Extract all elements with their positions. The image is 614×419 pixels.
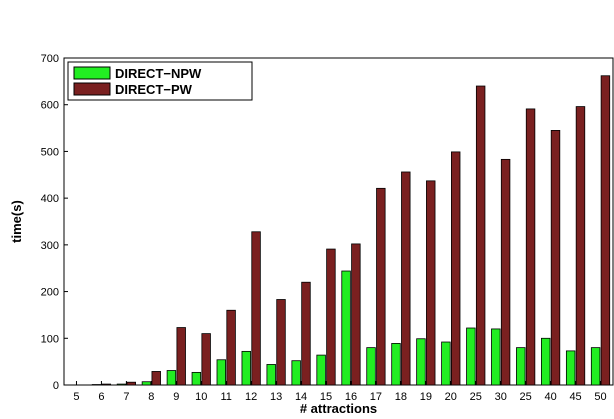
bar-npw-10 [317, 355, 326, 385]
x-tick-label: 40 [544, 391, 556, 403]
x-tick-label: 25 [520, 391, 532, 403]
bar-npw-7 [242, 351, 251, 385]
x-tick-label: 8 [148, 391, 154, 403]
x-tick-label: 11 [220, 391, 231, 403]
bar-pw-14 [426, 181, 435, 385]
bar-npw-17 [492, 329, 501, 385]
bar-pw-4 [177, 328, 186, 385]
bar-pw-16 [476, 86, 485, 385]
bar-npw-5 [192, 372, 201, 385]
y-tick-label: 200 [41, 287, 59, 299]
x-tick-label: 7 [123, 391, 129, 403]
bar-pw-5 [202, 334, 211, 385]
bar-pw-11 [352, 244, 361, 385]
x-tick-label: 9 [173, 391, 179, 403]
bar-pw-7 [252, 232, 261, 385]
y-tick-label: 500 [41, 146, 59, 158]
legend-label-pw: DIRECT−PW [115, 82, 193, 97]
bar-npw-19 [541, 338, 550, 385]
bar-npw-8 [267, 364, 276, 385]
bar-pw-6 [227, 310, 236, 385]
bar-pw-9 [302, 282, 311, 385]
bar-npw-9 [292, 361, 301, 385]
bar-pw-19 [551, 130, 560, 385]
x-tick-label: 45 [569, 391, 581, 403]
x-axis-title: # attractions [300, 401, 377, 416]
bar-npw-2 [117, 384, 126, 385]
y-tick-label: 600 [41, 100, 59, 112]
bar-pw-12 [377, 188, 386, 385]
bar-npw-14 [417, 339, 426, 385]
x-tick-label: 30 [495, 391, 507, 403]
legend: DIRECT−NPW DIRECT−PW [68, 62, 252, 100]
bar-pw-2 [127, 382, 136, 385]
bar-npw-20 [566, 351, 575, 385]
bar-npw-3 [142, 382, 151, 385]
legend-swatch-npw [74, 67, 110, 79]
bar-pw-17 [501, 159, 510, 385]
legend-label-npw: DIRECT−NPW [115, 66, 202, 81]
x-tick-label: 50 [594, 391, 606, 403]
bar-npw-15 [442, 342, 451, 385]
y-tick-label: 0 [53, 380, 59, 392]
x-tick-label: 13 [270, 391, 282, 403]
bar-pw-21 [601, 76, 610, 385]
y-tick-label: 700 [41, 53, 59, 65]
bar-pw-15 [451, 152, 460, 385]
bar-npw-4 [167, 371, 176, 385]
bar-npw-12 [367, 348, 376, 385]
bar-npw-18 [516, 348, 525, 385]
bar-pw-20 [576, 107, 585, 385]
bar-npw-11 [342, 271, 351, 385]
y-tick-label: 400 [41, 193, 59, 205]
x-tick-label: 5 [73, 391, 79, 403]
bars-group [92, 76, 609, 385]
x-tick-label: 25 [470, 391, 482, 403]
y-tick-label: 100 [41, 333, 59, 345]
bar-npw-6 [217, 360, 226, 385]
legend-swatch-pw [74, 83, 110, 95]
y-tick-label: 300 [41, 240, 59, 252]
bar-npw-13 [392, 343, 401, 385]
bar-npw-21 [591, 348, 600, 385]
x-tick-label: 20 [445, 391, 457, 403]
x-tick-label: 12 [245, 391, 257, 403]
bar-pw-1 [102, 384, 111, 385]
bar-pw-10 [327, 249, 336, 385]
x-tick-label: 10 [195, 391, 207, 403]
bar-pw-8 [277, 300, 286, 385]
bar-pw-13 [401, 172, 410, 385]
bar-pw-18 [526, 109, 535, 385]
bar-pw-3 [152, 371, 161, 385]
x-tick-label: 6 [98, 391, 104, 403]
x-tick-label: 19 [420, 391, 432, 403]
x-tick-label: 18 [395, 391, 407, 403]
bar-npw-16 [467, 328, 476, 385]
y-axis-title: time(s) [9, 200, 24, 243]
